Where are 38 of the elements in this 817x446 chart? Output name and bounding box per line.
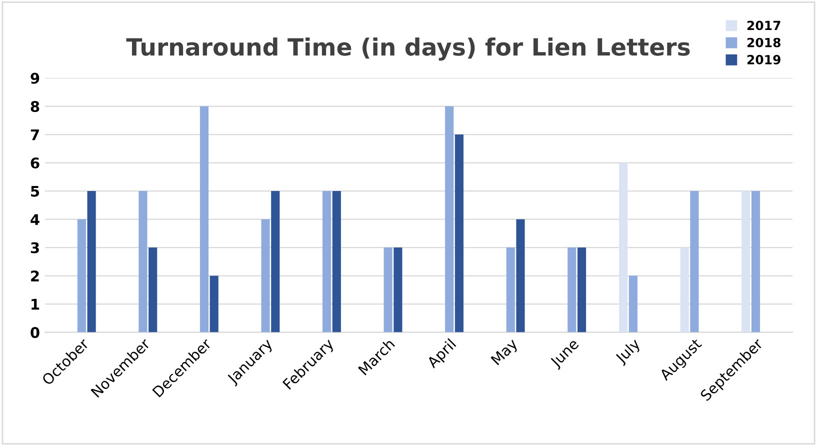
bar	[577, 248, 586, 332]
bar	[271, 191, 280, 332]
y-tick-label: 7	[30, 129, 39, 140]
chart-title: Turnaround Time (in days) for Lien Letters	[126, 38, 690, 61]
y-tick-label: 5	[31, 186, 40, 197]
bar	[148, 248, 158, 332]
bar	[332, 191, 341, 332]
bar	[680, 248, 689, 332]
legend-label: 2017	[747, 20, 780, 30]
bar	[210, 276, 218, 332]
y-tick-label: 8	[30, 101, 40, 112]
bar	[619, 162, 628, 332]
bar	[751, 191, 760, 332]
bar	[77, 219, 86, 332]
bar	[322, 191, 332, 332]
bar	[568, 248, 576, 332]
bar	[742, 191, 750, 332]
bar	[138, 191, 148, 332]
bar	[394, 248, 402, 332]
legend-label: 2018	[747, 38, 780, 48]
bar	[200, 106, 209, 332]
bar	[506, 248, 515, 332]
bar	[87, 191, 96, 332]
y-tick-label: 2	[31, 270, 39, 282]
y-tick-label: 9	[30, 72, 40, 84]
y-tick-label: 0	[30, 326, 40, 338]
bar	[454, 134, 464, 332]
y-tick-label: 3	[30, 242, 39, 254]
y-tick-label: 6	[30, 158, 40, 169]
legend-label: 2019	[747, 54, 780, 64]
bar	[690, 191, 699, 332]
bar	[445, 106, 454, 332]
y-tick-label: 1	[32, 298, 40, 310]
bar	[516, 219, 525, 332]
bar	[384, 248, 392, 332]
bar	[628, 276, 638, 332]
y-tick-label: 4	[30, 214, 40, 225]
bar	[261, 219, 270, 332]
